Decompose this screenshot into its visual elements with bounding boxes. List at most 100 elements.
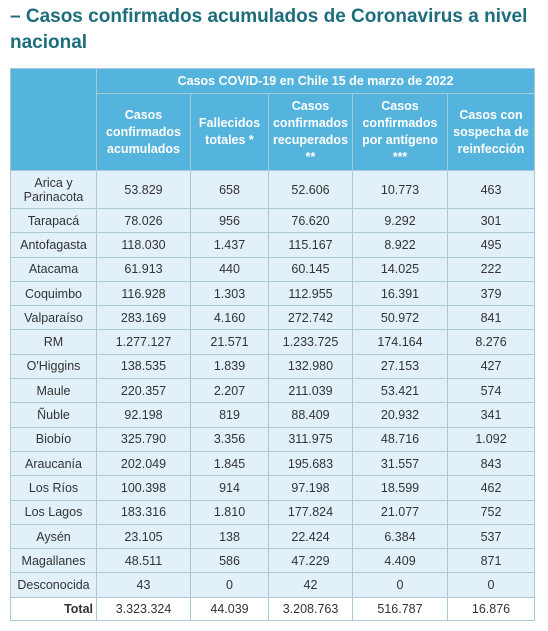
value-cell: 1.810	[190, 499, 269, 525]
total-cell: 3.208.763	[268, 596, 353, 621]
value-cell: 537	[447, 523, 535, 550]
value-cell: 9.292	[352, 207, 448, 234]
value-cell: 42	[268, 572, 353, 598]
value-cell: 1.437	[190, 232, 269, 258]
value-cell: 138	[190, 523, 269, 550]
table-row: Maule 220.357 2.207 211.039 53.421 574	[10, 378, 535, 404]
value-cell: 8.276	[447, 329, 535, 355]
table-row: Desconocida 43 0 42 0 0	[10, 572, 535, 598]
value-cell: 20.932	[352, 402, 448, 428]
value-cell: 52.606	[268, 170, 353, 209]
value-cell: 1.092	[447, 426, 535, 452]
corner-cell	[10, 68, 97, 171]
value-cell: 658	[190, 170, 269, 209]
value-cell: 183.316	[96, 499, 191, 525]
value-cell: 48.511	[96, 548, 191, 574]
value-cell: 871	[447, 548, 535, 574]
value-cell: 53.421	[352, 378, 448, 404]
table-row: Ñuble 92.198 819 88.409 20.932 341	[10, 402, 535, 428]
value-cell: 100.398	[96, 475, 191, 501]
value-cell: 1.277.127	[96, 329, 191, 355]
total-cell: 44.039	[190, 596, 269, 621]
value-cell: 8.922	[352, 232, 448, 258]
table-row: Biobío 325.790 3.356 311.975 48.716 1.092	[10, 426, 535, 452]
table-row: RM 1.277.127 21.571 1.233.725 174.164 8.276	[10, 329, 535, 355]
value-cell: 1.839	[190, 353, 269, 380]
value-cell: 819	[190, 402, 269, 428]
value-cell: 92.198	[96, 402, 191, 428]
total-cell: 516.787	[352, 596, 448, 621]
value-cell: 1.233.725	[268, 329, 353, 355]
value-cell: 586	[190, 548, 269, 574]
table-row: Valparaíso 283.169 4.160 272.742 50.972 841	[10, 305, 535, 331]
total-label: Total	[10, 596, 97, 621]
table-row: Los Ríos 100.398 914 97.198 18.599 462	[10, 475, 535, 501]
page-title: – Casos confirmados acumulados de Corona…	[10, 6, 528, 53]
value-cell: 10.773	[352, 170, 448, 209]
value-cell: 752	[447, 499, 535, 525]
value-cell: 132.980	[268, 353, 353, 380]
value-cell: 97.198	[268, 475, 353, 501]
value-cell: 1.303	[190, 280, 269, 307]
table-row: Araucanía 202.049 1.845 195.683 31.557 843	[10, 450, 535, 477]
value-cell: 956	[190, 207, 269, 234]
value-cell: 202.049	[96, 450, 191, 477]
value-cell: 23.105	[96, 523, 191, 550]
value-cell: 177.824	[268, 499, 353, 525]
value-cell: 272.742	[268, 305, 353, 331]
region-cell: Ñuble	[10, 402, 97, 428]
table-row: Aysén 23.105 138 22.424 6.384 537	[10, 523, 535, 550]
value-cell: 1.845	[190, 450, 269, 477]
value-cell: 61.913	[96, 256, 191, 282]
value-cell: 27.153	[352, 353, 448, 380]
value-cell: 463	[447, 170, 535, 209]
table-row: O'Higgins 138.535 1.839 132.980 27.153 427	[10, 353, 535, 380]
column-header: Casos con sospecha de reinfección	[447, 93, 535, 171]
value-cell: 53.829	[96, 170, 191, 209]
region-cell: O'Higgins	[10, 353, 97, 380]
value-cell: 22.424	[268, 523, 353, 550]
value-cell: 21.571	[190, 329, 269, 355]
value-cell: 2.207	[190, 378, 269, 404]
value-cell: 222	[447, 256, 535, 282]
value-cell: 78.026	[96, 207, 191, 234]
total-cell: 3.323.324	[96, 596, 191, 621]
value-cell: 60.145	[268, 256, 353, 282]
region-cell: Desconocida	[10, 572, 97, 598]
value-cell: 574	[447, 378, 535, 404]
value-cell: 0	[447, 572, 535, 598]
region-cell: Tarapacá	[10, 207, 97, 234]
value-cell: 14.025	[352, 256, 448, 282]
value-cell: 115.167	[268, 232, 353, 258]
value-cell: 220.357	[96, 378, 191, 404]
value-cell: 301	[447, 207, 535, 234]
region-cell: Coquimbo	[10, 280, 97, 307]
value-cell: 440	[190, 256, 269, 282]
value-cell: 112.955	[268, 280, 353, 307]
value-cell: 3.356	[190, 426, 269, 452]
value-cell: 843	[447, 450, 535, 477]
column-header: Casos confirmados por antígeno ***	[352, 93, 448, 171]
region-cell: Araucanía	[10, 450, 97, 477]
value-cell: 341	[447, 402, 535, 428]
value-cell: 283.169	[96, 305, 191, 331]
value-cell: 4.160	[190, 305, 269, 331]
value-cell: 841	[447, 305, 535, 331]
region-cell: Magallanes	[10, 548, 97, 574]
column-header: Casos confirmados acumulados	[96, 93, 191, 171]
region-cell: RM	[10, 329, 97, 355]
value-cell: 379	[447, 280, 535, 307]
region-cell: Los Ríos	[10, 475, 97, 501]
table-row: Arica y Parinacota 53.829 658 52.606 10.773 4…	[10, 170, 535, 209]
value-cell: 138.535	[96, 353, 191, 380]
value-cell: 427	[447, 353, 535, 380]
value-cell: 21.077	[352, 499, 448, 525]
value-cell: 325.790	[96, 426, 191, 452]
value-cell: 18.599	[352, 475, 448, 501]
value-cell: 118.030	[96, 232, 191, 258]
value-cell: 16.391	[352, 280, 448, 307]
table-caption: Casos COVID-19 en Chile 15 de marzo de 2…	[96, 68, 535, 94]
value-cell: 76.620	[268, 207, 353, 234]
column-header: Casos confirmados recuperados **	[268, 93, 353, 171]
region-cell: Los Lagos	[10, 499, 97, 525]
